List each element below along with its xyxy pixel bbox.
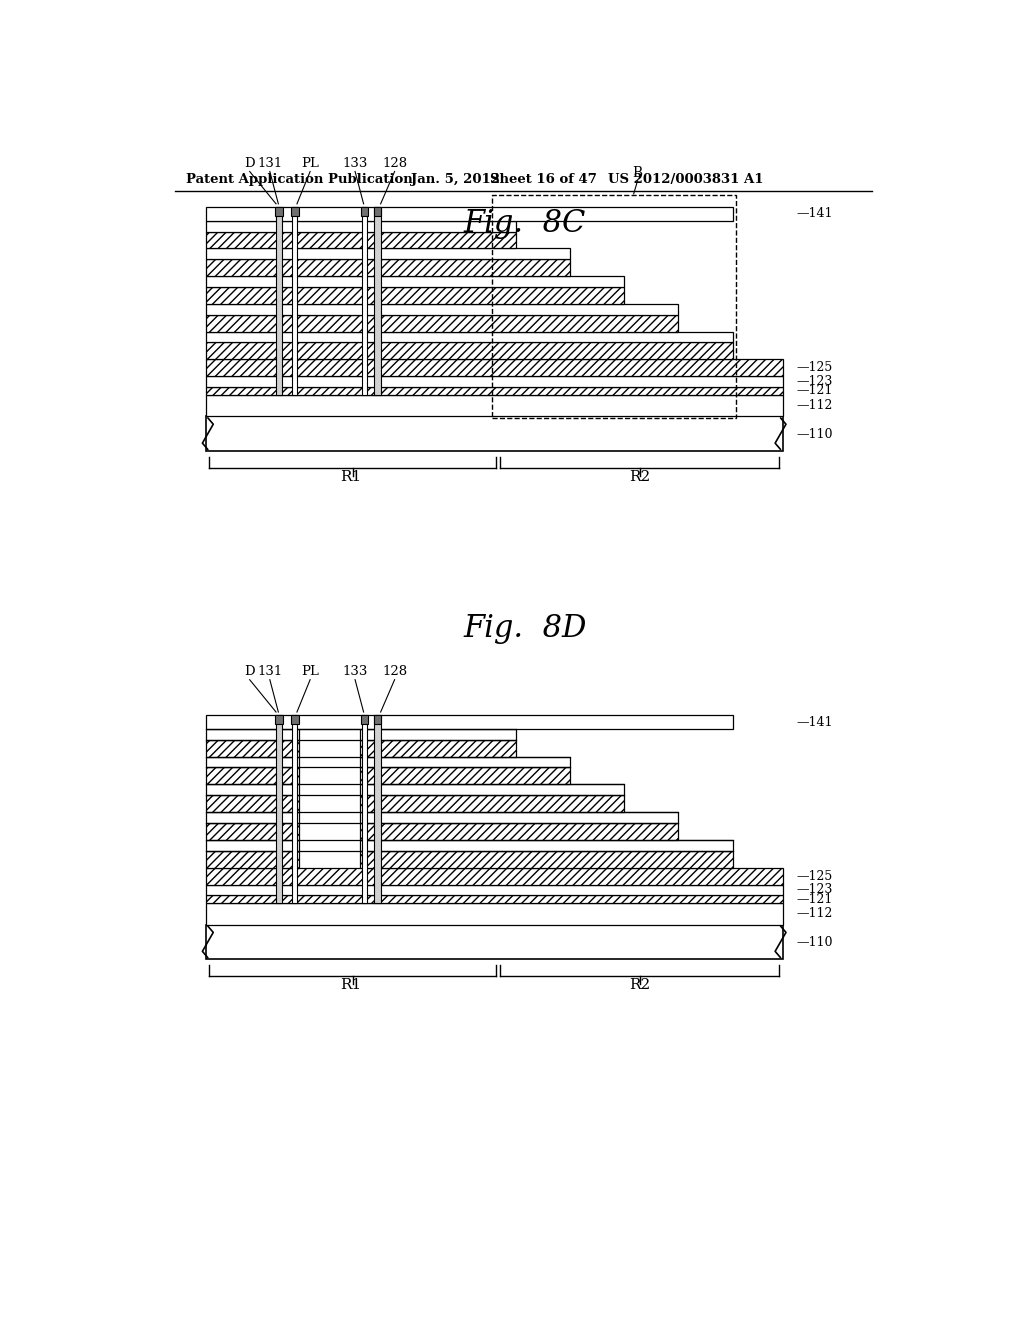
Bar [206, 231, 515, 248]
Bar [206, 395, 783, 416]
Text: PL: PL [301, 157, 319, 170]
Text: D: D [245, 665, 255, 678]
Bar [359, 756, 569, 767]
Text: 131: 131 [257, 157, 283, 170]
Bar [276, 207, 283, 395]
Text: —123: —123 [796, 375, 833, 388]
Bar [359, 739, 515, 756]
Bar [360, 715, 369, 725]
Text: Fig.  8C: Fig. 8C [464, 209, 586, 239]
Bar [359, 840, 732, 850]
Bar [206, 822, 299, 840]
Bar [275, 715, 283, 725]
Bar [206, 331, 732, 342]
Bar [359, 795, 624, 812]
Bar [206, 342, 732, 359]
Text: 133: 133 [342, 665, 368, 678]
Text: Sheet 16 of 47: Sheet 16 of 47 [489, 173, 597, 186]
Text: 128: 128 [382, 157, 408, 170]
Bar [359, 784, 624, 795]
Bar [206, 387, 783, 395]
Bar [291, 715, 299, 725]
Text: Fig.  8D: Fig. 8D [463, 612, 587, 644]
Bar [206, 850, 299, 867]
Text: —112: —112 [796, 399, 833, 412]
Text: Jan. 5, 2012: Jan. 5, 2012 [411, 173, 500, 186]
Text: R2: R2 [629, 978, 650, 993]
Bar [206, 903, 783, 924]
Bar [206, 304, 678, 314]
Text: US 2012/0003831 A1: US 2012/0003831 A1 [608, 173, 764, 186]
Text: R2: R2 [629, 470, 650, 484]
Text: —123: —123 [796, 883, 833, 896]
Text: —141: —141 [796, 715, 833, 729]
Bar [374, 207, 381, 216]
Bar [206, 359, 783, 376]
Bar [206, 207, 732, 220]
Bar [359, 822, 678, 840]
Bar [362, 207, 367, 395]
Text: R1: R1 [340, 470, 361, 484]
Text: R1: R1 [340, 978, 361, 993]
Bar [206, 924, 783, 960]
Text: PL: PL [301, 665, 319, 678]
Bar [360, 207, 369, 216]
Bar [359, 767, 569, 784]
Bar [206, 286, 624, 304]
Text: —125: —125 [796, 870, 833, 883]
Bar [206, 259, 569, 276]
Bar [375, 715, 381, 903]
Bar [206, 314, 678, 331]
Bar [206, 739, 299, 756]
Text: —125: —125 [796, 362, 833, 375]
Bar [206, 220, 515, 231]
Text: 128: 128 [382, 665, 408, 678]
Bar [206, 867, 783, 884]
Text: —110: —110 [796, 428, 833, 441]
Bar [206, 416, 783, 451]
Bar [291, 207, 299, 216]
Bar [206, 756, 299, 767]
Bar [206, 812, 299, 822]
Bar [359, 812, 678, 822]
Text: D: D [245, 157, 255, 170]
Text: Patent Application Publication: Patent Application Publication [186, 173, 413, 186]
Text: —121: —121 [796, 892, 833, 906]
Bar [206, 884, 783, 895]
Text: 133: 133 [342, 157, 368, 170]
Bar [206, 767, 299, 784]
Text: —141: —141 [796, 207, 833, 220]
Text: —112: —112 [796, 907, 833, 920]
Bar [359, 729, 515, 739]
Bar [374, 715, 381, 725]
Bar [206, 248, 569, 259]
Text: —110: —110 [796, 936, 833, 949]
Bar [206, 784, 299, 795]
Text: —121: —121 [796, 384, 833, 397]
Bar [359, 850, 732, 867]
Bar [276, 715, 283, 903]
Bar [206, 729, 299, 739]
Bar [292, 715, 297, 903]
Bar [206, 715, 732, 729]
Bar [375, 207, 381, 395]
Bar [362, 715, 367, 903]
Bar [292, 207, 297, 395]
Bar [206, 276, 624, 286]
Bar [493, 195, 736, 418]
Bar [206, 795, 299, 812]
Bar [275, 207, 283, 216]
Bar [206, 376, 783, 387]
Bar [206, 895, 783, 903]
Text: B: B [633, 166, 643, 180]
Bar [206, 840, 299, 850]
Text: 131: 131 [257, 665, 283, 678]
